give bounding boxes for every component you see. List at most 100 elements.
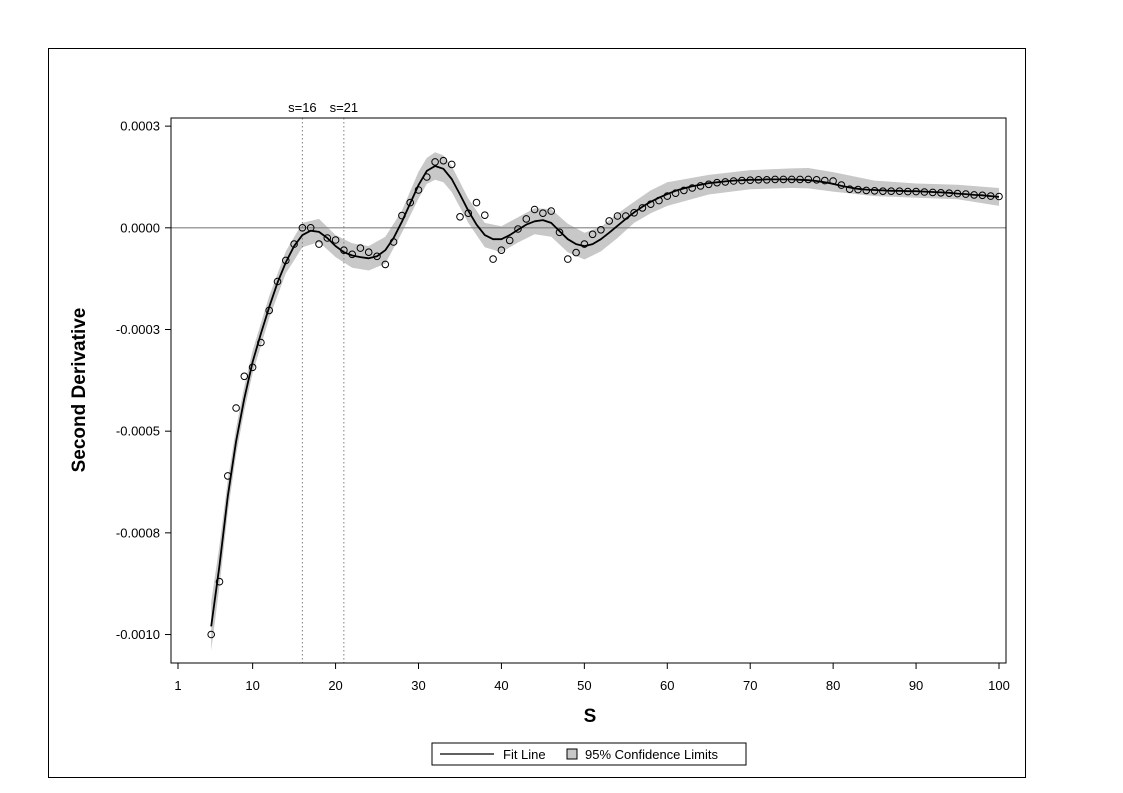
data-point — [663, 192, 672, 200]
data-point — [821, 176, 829, 185]
data-point — [721, 178, 730, 186]
x-tick-label: 60 — [660, 678, 674, 693]
data-point — [373, 252, 381, 261]
data-point — [447, 160, 456, 169]
data-point — [713, 178, 721, 187]
data-point — [754, 176, 763, 184]
data-point — [638, 204, 647, 212]
data-point — [920, 188, 929, 196]
data-point — [381, 260, 390, 269]
data-point — [456, 213, 464, 221]
y-axis: 0.0003 0.0000 -0.0003 -0.0005 -0.0008 -0.0010 — [116, 119, 171, 642]
data-point — [514, 225, 522, 233]
data-point — [779, 175, 788, 184]
data-point — [787, 175, 796, 184]
x-tick-label: 50 — [577, 678, 591, 693]
data-point — [505, 236, 514, 245]
data-point — [257, 338, 265, 347]
data-point — [282, 256, 290, 265]
data-point — [240, 372, 249, 381]
data-point — [431, 158, 439, 166]
data-point — [887, 187, 896, 195]
data-point — [547, 207, 556, 215]
data-point — [738, 176, 746, 185]
data-point — [904, 187, 912, 196]
data-point — [588, 230, 597, 239]
data-point — [696, 182, 705, 190]
x-tick-label: 10 — [245, 678, 259, 693]
data-point — [290, 240, 298, 248]
legend: Fit Line 95% Confidence Limits — [431, 742, 747, 766]
data-point — [945, 189, 954, 197]
confidence-band-layer — [211, 152, 999, 651]
y-tick-label: -0.0008 — [116, 525, 160, 540]
data-point — [215, 577, 224, 586]
data-point — [879, 187, 887, 195]
data-point — [763, 176, 771, 184]
data-point — [870, 187, 879, 195]
data-point — [804, 175, 813, 184]
data-point — [406, 198, 415, 207]
data-point — [224, 472, 232, 480]
y-tick-label: 0.0000 — [120, 220, 160, 235]
data-point — [398, 211, 406, 220]
data-point — [995, 192, 1003, 201]
observed-points-layer — [207, 156, 1003, 639]
data-point — [340, 246, 348, 254]
fit-line — [210, 165, 1000, 627]
data-point — [829, 177, 837, 185]
legend-box — [431, 742, 747, 766]
data-point — [348, 250, 357, 259]
data-point — [680, 186, 688, 195]
data-point — [953, 189, 962, 198]
data-point — [481, 211, 489, 219]
data-point — [522, 215, 531, 223]
data-point — [564, 255, 572, 263]
data-point — [854, 185, 862, 194]
data-point — [389, 238, 398, 246]
data-point — [862, 186, 871, 195]
reference-line-label: s=16 — [288, 100, 317, 115]
data-point — [622, 212, 630, 220]
data-point — [497, 246, 506, 254]
data-point — [928, 188, 937, 197]
data-point — [796, 175, 804, 184]
data-point — [489, 255, 497, 263]
data-point — [265, 306, 274, 315]
data-point — [315, 240, 323, 248]
data-point — [464, 209, 473, 217]
data-point — [729, 177, 738, 185]
data-point — [646, 200, 655, 208]
data-point — [613, 212, 622, 220]
x-tick-label: 30 — [411, 678, 425, 693]
data-point — [970, 191, 978, 199]
data-point — [232, 404, 240, 412]
data-point — [414, 186, 423, 194]
data-point — [539, 209, 547, 217]
data-point — [439, 156, 448, 165]
x-tick-label: 90 — [909, 678, 923, 693]
data-point — [895, 187, 904, 195]
data-point — [248, 363, 257, 372]
data-point — [671, 189, 680, 197]
data-point — [605, 217, 614, 225]
plot-area-border — [170, 117, 1007, 664]
data-point — [472, 198, 481, 207]
legend-band-label: 95% Confidence Limits — [585, 747, 718, 762]
data-point — [746, 176, 755, 184]
data-point — [356, 244, 365, 252]
x-axis: 1 10 20 30 40 50 60 70 80 90 100 — [174, 663, 1010, 693]
reference-line-label: s=21 — [330, 100, 359, 115]
data-point — [306, 224, 315, 232]
reference-lines-layer: s=16 s=21 — [288, 100, 358, 663]
data-point — [986, 192, 995, 200]
confidence-band — [211, 152, 999, 651]
y-tick-label: -0.0010 — [116, 627, 160, 642]
data-point — [572, 248, 580, 257]
data-point — [912, 187, 920, 196]
data-point — [771, 175, 779, 184]
data-point — [655, 196, 663, 205]
data-point — [423, 173, 431, 181]
data-point — [937, 189, 945, 197]
data-point — [630, 209, 638, 217]
